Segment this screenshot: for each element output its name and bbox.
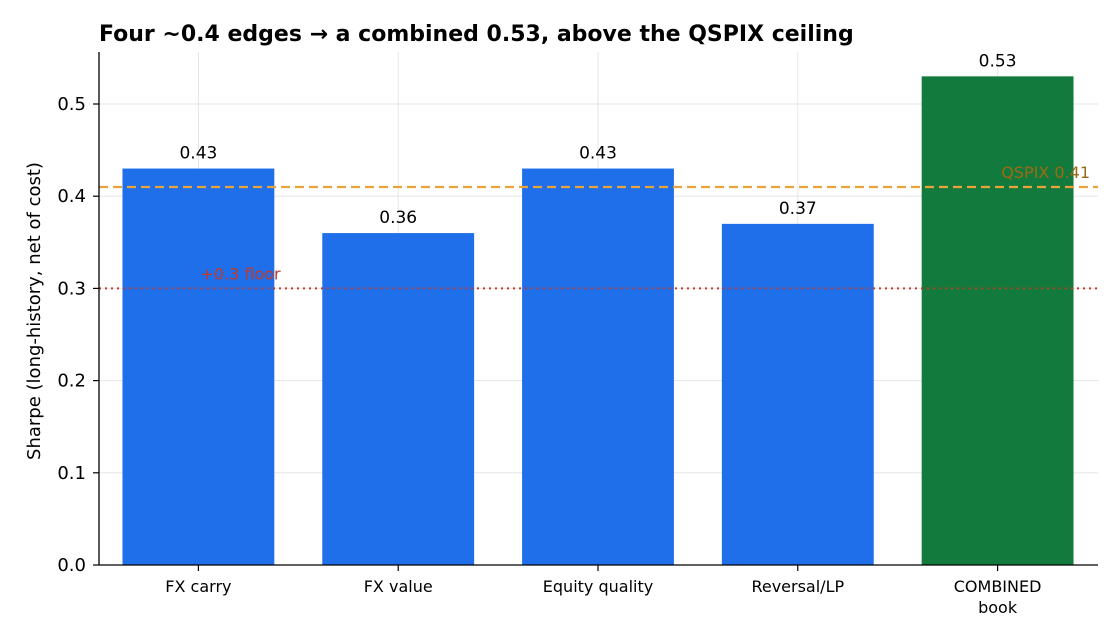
reference-line-label-1: +0.3 floor bbox=[200, 264, 281, 283]
y-tick-label: 0.1 bbox=[57, 463, 86, 484]
x-tick-label: Equity quality bbox=[543, 577, 653, 596]
y-tick-label: 0.4 bbox=[57, 186, 86, 207]
axes: 0.0 0.1 0.2 0.3 0.4 0.5 FX carry FX value Equity… bbox=[57, 52, 1098, 617]
bar-value-labels: 0.43 0.36 0.43 0.37 0.53 bbox=[179, 51, 1016, 228]
y-axis-label: Sharpe (long-history, net of cost) bbox=[24, 162, 45, 460]
bar-value-label: 0.53 bbox=[979, 51, 1017, 71]
bar-value-label: 0.43 bbox=[579, 144, 617, 164]
y-tick-label: 0.5 bbox=[57, 94, 86, 115]
bar-0 bbox=[122, 168, 275, 566]
reference-lines: QSPIX 0.41 +0.3 floor bbox=[99, 163, 1098, 290]
y-tick-label: 0.3 bbox=[57, 278, 86, 299]
bar-4 bbox=[921, 76, 1074, 565]
y-tick-label: 0.2 bbox=[57, 371, 86, 392]
y-tick-label: 0.0 bbox=[57, 555, 86, 576]
chart-title: Four ~0.4 edges → a combined 0.53, above… bbox=[99, 22, 854, 47]
bar-value-label: 0.37 bbox=[779, 199, 817, 219]
bar-value-label: 0.43 bbox=[179, 144, 217, 164]
x-tick-label: FX value bbox=[364, 577, 433, 596]
bar-3 bbox=[721, 223, 874, 566]
x-tick-label: FX carry bbox=[165, 577, 231, 596]
x-tick-label: Reversal/LP bbox=[751, 577, 844, 596]
bar-1 bbox=[322, 233, 475, 565]
bar-2 bbox=[522, 168, 674, 566]
bars bbox=[122, 76, 1074, 566]
bar-value-label: 0.36 bbox=[379, 208, 417, 228]
x-tick-label: COMBINED book bbox=[954, 577, 1042, 617]
reference-line-label-0: QSPIX 0.41 bbox=[1001, 163, 1090, 182]
